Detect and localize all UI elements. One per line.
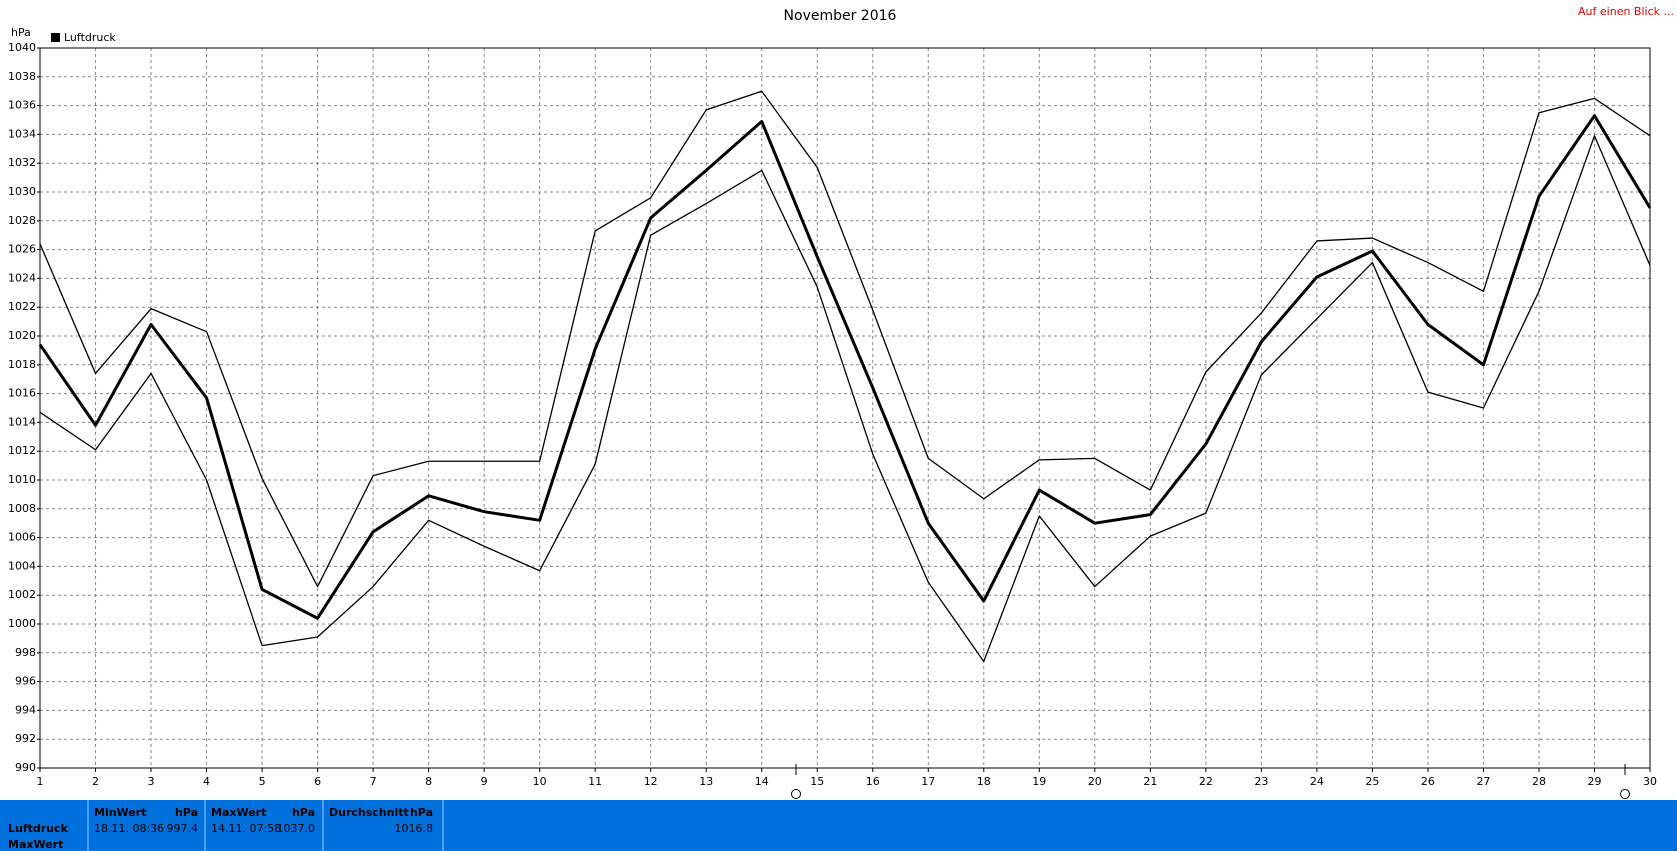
y-tick-label: 1018	[8, 358, 36, 371]
plot: 9909929949969981000100210041006100810101…	[8, 41, 1657, 788]
marker-icon	[791, 789, 801, 799]
column-header: Durchschnitt	[329, 806, 409, 819]
column-value: 997.4	[167, 822, 199, 835]
y-tick-label: 1028	[8, 214, 36, 227]
column-time: 14.11. 07:58	[211, 822, 281, 835]
y-tick-label: 1010	[8, 473, 36, 486]
x-tick-label: 8	[425, 775, 432, 788]
x-tick-label: 14	[755, 775, 769, 788]
x-tick-label: 22	[1199, 775, 1213, 788]
y-tick-label: 1024	[8, 271, 36, 284]
x-tick-label: 25	[1365, 775, 1379, 788]
column-header: MinWert	[94, 806, 146, 819]
y-tick-label: 1006	[8, 531, 36, 544]
x-tick-label: 23	[1254, 775, 1268, 788]
y-tick-label: 1012	[8, 444, 36, 457]
y-tick-label: 1014	[8, 415, 36, 428]
series-line	[38, 114, 1652, 620]
column-header: MaxWert	[211, 806, 266, 819]
x-tick-label: 10	[533, 775, 547, 788]
x-tick-label: 3	[148, 775, 155, 788]
y-tick-label: 1040	[8, 41, 36, 54]
x-tick-label: 27	[1476, 775, 1490, 788]
row-label: Luftdruck	[8, 822, 69, 835]
x-tick-label: 28	[1532, 775, 1546, 788]
plot-border	[39, 47, 1651, 769]
x-tick-label: 15	[810, 775, 824, 788]
column-value: 1037.0	[277, 822, 316, 835]
column-time: 18.11. 08:36	[94, 822, 164, 835]
x-tick-label: 2	[92, 775, 99, 788]
x-tick-label: 18	[977, 775, 991, 788]
x-tick-label: 12	[644, 775, 658, 788]
y-tick-label: 996	[15, 675, 36, 688]
chart-title: November 2016	[784, 8, 897, 24]
y-tick-label: 1038	[8, 70, 36, 83]
x-tick-label: 6	[314, 775, 321, 788]
series-line	[39, 135, 1651, 663]
summary-table: Luftdruck MaxWert MinWert hPa 18.11. 08:36 99…	[8, 800, 444, 851]
x-tick-label: 21	[1143, 775, 1157, 788]
x-tick-label: 11	[588, 775, 602, 788]
marker-icon	[1620, 789, 1630, 799]
x-tick-label: 4	[203, 775, 210, 788]
row-label: MaxWert	[8, 838, 63, 851]
y-tick-label: 1004	[8, 559, 36, 572]
x-tick-label: 17	[921, 775, 935, 788]
y-tick-label: 1022	[8, 300, 36, 313]
column-unit: hPa	[175, 806, 198, 819]
column-unit: hPa	[410, 806, 433, 819]
y-tick-label: 994	[15, 703, 36, 716]
x-tick-label: 7	[370, 775, 377, 788]
y-tick-label: 1034	[8, 127, 36, 140]
x-tick-label: 29	[1587, 775, 1601, 788]
x-tick-label: 9	[481, 775, 488, 788]
y-tick-label: 1030	[8, 185, 36, 198]
x-tick-label: 5	[259, 775, 266, 788]
x-tick-label: 16	[866, 775, 880, 788]
y-tick-label: 992	[15, 732, 36, 745]
y-tick-label: 998	[15, 646, 36, 659]
y-tick-label: 1008	[8, 502, 36, 515]
y-tick-label: 1016	[8, 387, 36, 400]
y-tick-label: 1020	[8, 329, 36, 342]
legend-swatch	[51, 33, 60, 42]
x-tick-label: 26	[1421, 775, 1435, 788]
x-tick-label: 13	[699, 775, 713, 788]
y-tick-label: 1036	[8, 99, 36, 112]
y-tick-label: 1002	[8, 588, 36, 601]
x-tick-label: 20	[1088, 775, 1102, 788]
x-tick-label: 19	[1032, 775, 1046, 788]
legend-label: Luftdruck	[64, 31, 116, 44]
y-tick-label: 1032	[8, 156, 36, 169]
y-axis-label: hPa	[11, 26, 31, 39]
y-tick-label: 1000	[8, 617, 36, 630]
summary-panel	[0, 800, 1677, 851]
x-tick-label: 30	[1643, 775, 1657, 788]
x-tick-label: 24	[1310, 775, 1324, 788]
x-tick-label: 1	[37, 775, 44, 788]
series-line	[39, 90, 1651, 588]
y-tick-label: 1026	[8, 243, 36, 256]
y-tick-label: 990	[15, 761, 36, 774]
overview-link[interactable]: Auf einen Blick ...	[1578, 5, 1674, 18]
plot-background	[40, 48, 1650, 768]
column-value: 1016.8	[395, 822, 434, 835]
column-unit: hPa	[292, 806, 315, 819]
